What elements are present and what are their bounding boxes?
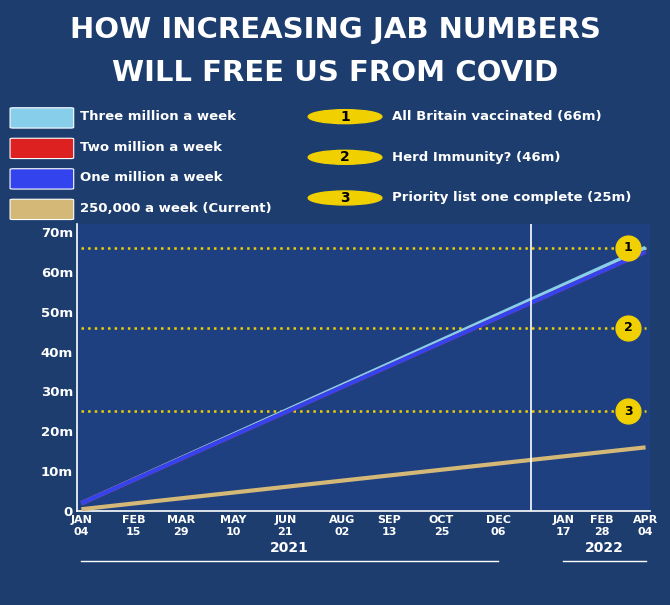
Point: [623, 243, 634, 253]
Text: HOW INCREASING JAB NUMBERS: HOW INCREASING JAB NUMBERS: [70, 16, 600, 44]
FancyBboxPatch shape: [10, 169, 74, 189]
Circle shape: [308, 110, 382, 123]
Point: [623, 407, 634, 416]
Point: [623, 323, 634, 333]
Text: Three million a week: Three million a week: [80, 110, 237, 123]
Text: 3: 3: [624, 405, 632, 418]
FancyBboxPatch shape: [10, 199, 74, 220]
Text: 250,000 a week (Current): 250,000 a week (Current): [80, 201, 272, 215]
Text: 1: 1: [340, 110, 350, 123]
Text: 3: 3: [340, 191, 350, 205]
Circle shape: [308, 150, 382, 165]
FancyBboxPatch shape: [10, 139, 74, 159]
Text: One million a week: One million a week: [80, 171, 223, 184]
Text: Priority list one complete (25m): Priority list one complete (25m): [392, 191, 631, 204]
Text: All Britain vaccinated (66m): All Britain vaccinated (66m): [392, 110, 602, 123]
Text: 2: 2: [624, 321, 632, 334]
Text: Two million a week: Two million a week: [80, 140, 222, 154]
Text: Herd Immunity? (46m): Herd Immunity? (46m): [392, 151, 560, 164]
Text: WILL FREE US FROM COVID: WILL FREE US FROM COVID: [112, 59, 558, 87]
Text: 2: 2: [340, 150, 350, 165]
Text: 2021: 2021: [270, 540, 309, 555]
Text: 1: 1: [624, 241, 632, 254]
Circle shape: [308, 191, 382, 205]
Text: 2022: 2022: [585, 540, 624, 555]
FancyBboxPatch shape: [10, 108, 74, 128]
